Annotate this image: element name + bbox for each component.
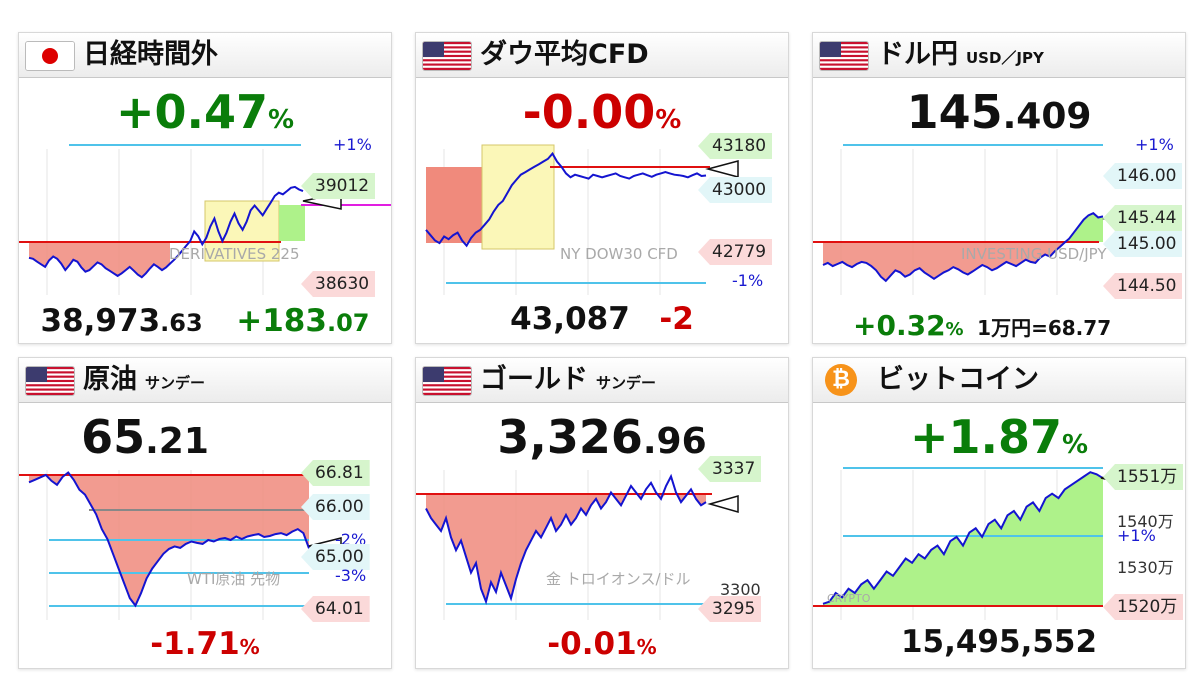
tag-bottom: 42779 xyxy=(698,239,773,265)
plus1-label: +1% xyxy=(1135,135,1174,154)
above-fill xyxy=(823,472,1103,606)
card-title: ドル円 USD／JPY xyxy=(877,39,1044,70)
card-header: ₿ ビットコイン xyxy=(813,358,1185,403)
watermark: DERIVATIVES 225 xyxy=(169,245,300,263)
up-box xyxy=(279,205,305,241)
tag-bottom: 38630 xyxy=(301,271,376,297)
minus3-label: -3% xyxy=(335,566,367,585)
change-percent: +1.87% xyxy=(909,410,1089,464)
tag-top: 1551万 xyxy=(1103,464,1184,490)
card-header: ドル円 USD／JPY xyxy=(813,33,1185,78)
plus1-label: +1% xyxy=(1117,526,1156,545)
price-line xyxy=(28,471,310,608)
minus1-label: -1% xyxy=(732,271,764,290)
card-header: 原油 サンデー xyxy=(19,358,391,403)
nikkei-card[interactable]: 日経時間外 +0.47% +1% 39012 DERIVATIVES 225 3… xyxy=(18,32,392,344)
current-price: 145.409 xyxy=(906,85,1092,139)
tag-top: 43180 xyxy=(698,133,773,159)
level-3300: 3300 xyxy=(720,580,761,599)
tag-top: 3337 xyxy=(698,456,762,482)
card-title: ダウ平均CFD xyxy=(480,39,649,70)
tag-top: 66.81 xyxy=(301,460,370,486)
current-price: 3,326.96 xyxy=(497,410,707,464)
current-price: 15,495,552 xyxy=(900,624,1098,660)
level-146: 146.00 xyxy=(1103,163,1183,189)
dow-card[interactable]: ダウ平均CFD -0.00% 43180 43000 NY DOW30 CFD … xyxy=(415,32,789,344)
watermark: WTI原油 先物 xyxy=(187,570,281,588)
tag-bottom: 1520万 xyxy=(1103,594,1184,620)
change-percent: -0.00% xyxy=(522,85,682,139)
level-65: 65.00 xyxy=(301,544,370,570)
plus1-label: +1% xyxy=(333,135,372,154)
watermark: NY DOW30 CFD xyxy=(560,245,678,263)
tag-top: 39012 xyxy=(301,173,376,199)
card-header: ダウ平均CFD xyxy=(416,33,788,78)
current-marker-icon xyxy=(707,495,739,513)
below-fill xyxy=(426,494,706,602)
card-header: 日経時間外 xyxy=(19,33,391,78)
below-fill xyxy=(823,242,1103,281)
price-line xyxy=(28,185,304,279)
open-fill xyxy=(426,167,486,243)
current-price: 65.21 xyxy=(81,410,209,464)
tag-bottom: 3295 xyxy=(698,596,762,622)
dow-chart xyxy=(425,144,739,295)
price-line xyxy=(425,473,707,605)
level-144-50: 144.50 xyxy=(1103,273,1183,299)
level-1540: 1540万 xyxy=(1117,512,1174,531)
tag-mid: 43000 xyxy=(698,177,773,203)
bitcoin-icon: ₿ xyxy=(825,364,857,396)
card-title: 日経時間外 xyxy=(83,39,218,70)
us-flag-icon xyxy=(819,41,869,71)
watermark: INVESTING USD/JPY xyxy=(961,245,1107,263)
change-percent: +0.47% xyxy=(115,85,295,139)
level-145: 145.00 xyxy=(1103,231,1183,257)
price-line xyxy=(425,151,707,248)
chart-grid xyxy=(840,149,1058,295)
price-line xyxy=(822,212,1104,283)
card-title: ビットコイン xyxy=(877,364,1039,395)
card-title: ゴールド サンデー xyxy=(480,364,657,395)
price-summary: 38,973.63 +183.07 xyxy=(40,303,370,339)
watermark: CRYPTO xyxy=(827,592,871,605)
gold-chart xyxy=(416,470,739,620)
tag-current: 145.44 xyxy=(1103,205,1183,231)
tag-bottom: 64.01 xyxy=(301,596,370,622)
price-line xyxy=(822,471,1104,605)
change-percent-bottom: -1.71% xyxy=(150,626,260,662)
us-flag-icon xyxy=(422,366,472,396)
change-summary: +0.32% 1万円=68.77 xyxy=(853,309,1112,342)
us-flag-icon xyxy=(422,41,472,71)
change-percent-bottom: -0.01% xyxy=(547,626,657,662)
bitcoin-card[interactable]: ₿ ビットコイン +1.87% 1551万 1540万 +1% 1530万 CR… xyxy=(812,357,1186,669)
price-summary: 43,087 -2 xyxy=(510,301,694,337)
usdjpy-card[interactable]: ドル円 USD／JPY 145.409 +1% 146.00 145.44 INV… xyxy=(812,32,1186,344)
us-flag-icon xyxy=(25,366,75,396)
level-1530: 1530万 xyxy=(1117,558,1174,577)
gold-card[interactable]: ゴールド サンデー 3,326.96 3337 金 トロイオンス/ドル 3300 … xyxy=(415,357,789,669)
current-marker-icon xyxy=(705,160,739,178)
japan-flag-icon xyxy=(25,41,75,71)
oil-card[interactable]: 原油 サンデー 65.21 66.81 66.00 -2% 65.00 -3% W… xyxy=(18,357,392,669)
card-header: ゴールド サンデー xyxy=(416,358,788,403)
level-66: 66.00 xyxy=(301,494,370,520)
watermark: 金 トロイオンス/ドル xyxy=(546,570,691,588)
oil-chart xyxy=(19,470,342,620)
card-title: 原油 サンデー xyxy=(83,364,206,395)
